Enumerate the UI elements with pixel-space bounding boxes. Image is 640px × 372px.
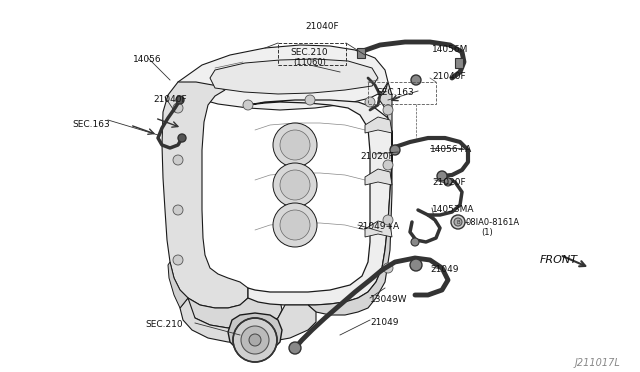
Text: SEC.210: SEC.210 [290, 48, 328, 57]
Circle shape [280, 210, 310, 240]
Circle shape [340, 64, 348, 72]
Text: 21040F: 21040F [432, 72, 466, 81]
Circle shape [410, 259, 422, 271]
Circle shape [273, 123, 317, 167]
Circle shape [173, 205, 183, 215]
Circle shape [383, 215, 393, 225]
Circle shape [305, 95, 315, 105]
Polygon shape [365, 169, 392, 185]
Circle shape [233, 318, 277, 362]
Circle shape [365, 97, 375, 107]
Text: SEC.163: SEC.163 [376, 88, 413, 97]
Polygon shape [248, 100, 392, 305]
Circle shape [226, 68, 234, 76]
Text: 21020F: 21020F [432, 178, 466, 187]
Circle shape [280, 130, 310, 160]
Text: 08IA0-8161A: 08IA0-8161A [466, 218, 520, 227]
Bar [278, 43, 346, 65]
Circle shape [437, 171, 447, 181]
Circle shape [366, 72, 374, 80]
Circle shape [280, 170, 310, 200]
Circle shape [178, 134, 186, 142]
Text: 13049W: 13049W [370, 295, 408, 304]
Text: 14056M: 14056M [432, 45, 468, 54]
Bar [455, 58, 463, 68]
Circle shape [176, 96, 184, 104]
Text: 21040F: 21040F [153, 95, 187, 104]
Text: 21020F: 21020F [360, 152, 394, 161]
Circle shape [243, 100, 253, 110]
Polygon shape [365, 117, 392, 133]
Circle shape [241, 326, 269, 354]
Text: (1): (1) [481, 228, 493, 237]
Text: 14056+A: 14056+A [430, 145, 472, 154]
Bar [357, 48, 365, 58]
Text: 21049+A: 21049+A [357, 222, 399, 231]
Text: 14056: 14056 [133, 55, 162, 64]
Polygon shape [365, 221, 392, 237]
Polygon shape [210, 59, 378, 94]
Circle shape [383, 105, 393, 115]
Polygon shape [188, 298, 282, 328]
Text: 21040F: 21040F [305, 22, 339, 31]
Circle shape [390, 145, 400, 155]
Text: 14053MA: 14053MA [432, 205, 474, 214]
Circle shape [264, 64, 272, 72]
Bar [368, 82, 436, 104]
Polygon shape [162, 82, 248, 308]
Text: 21049: 21049 [370, 318, 399, 327]
Polygon shape [178, 45, 388, 110]
Polygon shape [180, 298, 316, 343]
Circle shape [249, 334, 261, 346]
Circle shape [451, 215, 465, 229]
Text: FRONT: FRONT [540, 255, 578, 265]
Circle shape [411, 75, 421, 85]
Text: B: B [456, 219, 460, 224]
Circle shape [302, 62, 310, 70]
Circle shape [173, 255, 183, 265]
Text: J211017L: J211017L [574, 358, 620, 368]
Text: SEC.210: SEC.210 [145, 320, 182, 329]
Polygon shape [228, 313, 282, 354]
Text: (11060): (11060) [293, 58, 326, 67]
Circle shape [383, 263, 393, 273]
Polygon shape [308, 82, 392, 315]
Text: 21049: 21049 [430, 265, 458, 274]
Circle shape [173, 155, 183, 165]
Circle shape [444, 178, 452, 186]
Circle shape [273, 203, 317, 247]
Circle shape [289, 342, 301, 354]
Circle shape [454, 218, 462, 226]
Text: SEC.163: SEC.163 [72, 120, 109, 129]
Circle shape [383, 160, 393, 170]
Circle shape [273, 163, 317, 207]
Circle shape [411, 238, 419, 246]
Circle shape [173, 103, 183, 113]
Polygon shape [168, 262, 188, 308]
